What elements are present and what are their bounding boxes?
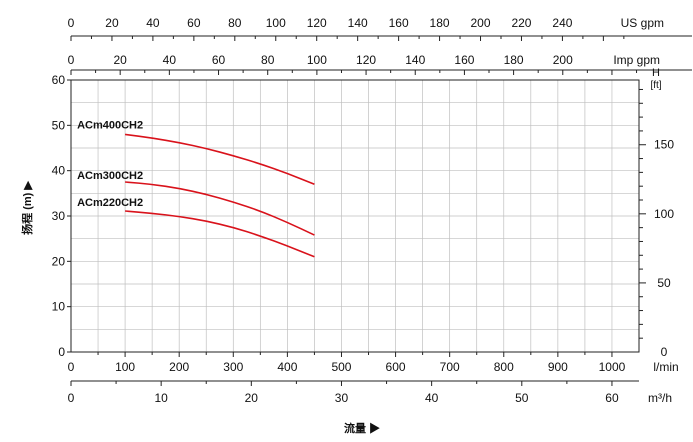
flow-tick-label: 800	[494, 360, 514, 374]
curve-acm400ch2	[124, 133, 315, 186]
head-m-tick-label: 0	[58, 345, 65, 359]
m3h-tick-label: 10	[154, 391, 168, 405]
flow-tick-label: 300	[223, 360, 243, 374]
m3h-tick-label: 60	[605, 391, 619, 405]
head-ft-tick-label: 100	[654, 207, 674, 221]
flow-tick-label: 500	[331, 360, 351, 374]
head-m-tick-label: 20	[52, 254, 66, 268]
us-gpm-tick-label: 240	[552, 16, 572, 30]
head-m-tick-label: 60	[52, 73, 66, 87]
head-m-tick-label: 30	[52, 209, 66, 223]
axes	[67, 35, 692, 386]
head-m-tick-label: 50	[52, 118, 66, 132]
m3h-unit-label: m³/h	[648, 391, 672, 405]
flow-tick-label: 400	[277, 360, 297, 374]
us-gpm-tick-label: 80	[228, 16, 242, 30]
head-ft-unit-top: H	[652, 67, 660, 79]
head-ft-unit-label: [ft]	[650, 80, 661, 91]
flow-tick-label: 700	[440, 360, 460, 374]
m3h-tick-label: 40	[425, 391, 439, 405]
imp-gpm-tick-label: 100	[307, 53, 327, 67]
curve-acm300ch2	[125, 181, 315, 236]
flow-tick-label: 1000	[599, 360, 626, 374]
curve-label: ACm220CH2	[77, 197, 143, 209]
imp-gpm-tick-label: 140	[405, 53, 425, 67]
curve-label: ACm400CH2	[77, 119, 143, 131]
head-ft-tick-label: 50	[657, 276, 671, 290]
m3h-tick-label: 0	[68, 391, 75, 405]
grid	[71, 80, 639, 352]
us-gpm-tick-label: 160	[389, 16, 409, 30]
flow-tick-label: 900	[548, 360, 568, 374]
imp-gpm-tick-label: 20	[113, 53, 127, 67]
m3h-tick-label: 50	[515, 391, 529, 405]
head-m-tick-label: 10	[52, 300, 66, 314]
imp-gpm-tick-label: 0	[68, 53, 75, 67]
imp-gpm-tick-label: 40	[163, 53, 177, 67]
y-axis-label: 扬程 (m) ▶	[20, 181, 34, 235]
imp-gpm-tick-label: 160	[454, 53, 474, 67]
imp-gpm-tick-label: 80	[261, 53, 275, 67]
us-gpm-tick-label: 140	[348, 16, 368, 30]
imp-gpm-tick-label: 120	[356, 53, 376, 67]
flow-tick-label: 600	[386, 360, 406, 374]
imp-gpm-unit-label: Imp gpm	[613, 53, 660, 67]
curve-label: ACm300CH2	[77, 170, 143, 182]
us-gpm-tick-label: 200	[471, 16, 491, 30]
us-gpm-tick-label: 40	[146, 16, 160, 30]
flow-tick-label: 100	[115, 360, 135, 374]
curves	[124, 133, 315, 258]
us-gpm-tick-label: 60	[187, 16, 201, 30]
head-ft-tick-label: 0	[661, 345, 668, 359]
curve-acm220ch2	[125, 210, 315, 258]
us-gpm-tick-label: 180	[430, 16, 450, 30]
flow-tick-label: 200	[169, 360, 189, 374]
x-axis-label: 流量 ▶	[344, 421, 380, 435]
us-gpm-tick-label: 20	[105, 16, 119, 30]
m3h-tick-label: 20	[245, 391, 259, 405]
imp-gpm-tick-label: 60	[212, 53, 226, 67]
us-gpm-unit-label: US gpm	[621, 16, 664, 30]
flow-unit-label: l/min	[653, 360, 678, 374]
us-gpm-tick-label: 100	[266, 16, 286, 30]
flow-tick-label: 0	[68, 360, 75, 374]
m3h-tick-label: 30	[335, 391, 349, 405]
us-gpm-tick-label: 120	[307, 16, 327, 30]
head-m-tick-label: 40	[52, 164, 66, 178]
us-gpm-tick-label: 0	[68, 16, 75, 30]
imp-gpm-tick-label: 200	[553, 53, 573, 67]
imp-gpm-tick-label: 180	[504, 53, 524, 67]
us-gpm-tick-label: 220	[511, 16, 531, 30]
head-ft-tick-label: 150	[654, 138, 674, 152]
